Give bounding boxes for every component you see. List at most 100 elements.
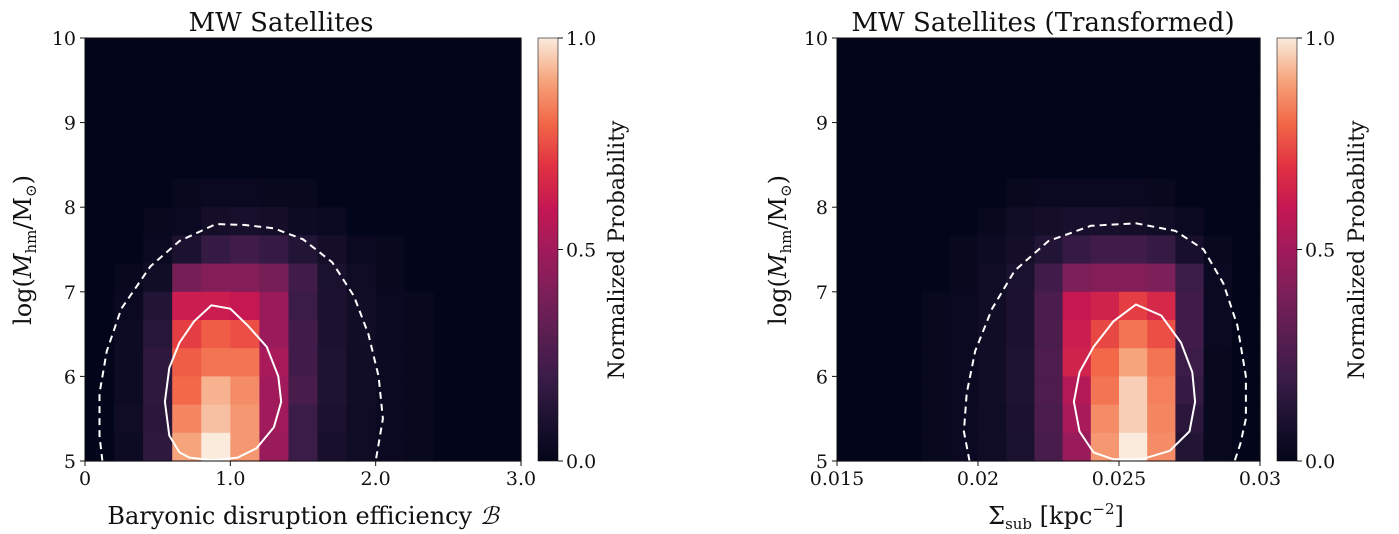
heatmap-cell (1006, 235, 1035, 265)
heatmap-cell (259, 376, 290, 406)
heatmap-cell (949, 263, 979, 293)
heatmap-cell (1034, 432, 1064, 462)
x-tick-label: 1.0 (215, 468, 245, 490)
heatmap-cell (491, 122, 522, 152)
heatmap-cell (491, 94, 522, 124)
heatmap-cell (949, 320, 979, 349)
heatmap-cell (1231, 235, 1261, 265)
heatmap-cell (1062, 432, 1092, 462)
heatmap-cell (172, 376, 202, 406)
y-tick-label: 10 (52, 28, 76, 50)
heatmap-cell (114, 66, 144, 95)
y-tick-label: 7 (816, 282, 828, 304)
heatmap-cell (1034, 291, 1064, 321)
heatmap-cell (1006, 376, 1035, 406)
heatmap-cell (1147, 348, 1176, 377)
heatmap-cell (143, 207, 173, 236)
heatmap-cell (1203, 179, 1233, 208)
heatmap-cell (1062, 179, 1092, 208)
heatmap-cell (1203, 38, 1233, 67)
heatmap-cell (433, 235, 464, 265)
heatmap-cell (837, 94, 866, 124)
contour-outer-dashed (98, 223, 384, 462)
heatmap-cell (404, 235, 435, 265)
heatmap-cell (114, 432, 144, 462)
heatmap-cell (317, 179, 348, 208)
heatmap-cell (317, 122, 348, 152)
heatmap-cell (114, 179, 144, 208)
panel-2: MW Satellites (Transformed) 0.015 0.02 0.0… (764, 8, 1370, 533)
heatmap-cell (288, 207, 319, 236)
heatmap-cell (1231, 291, 1261, 321)
heatmap-cell (433, 179, 464, 208)
heatmap-cell (1090, 179, 1120, 208)
heatmap-cell (143, 291, 173, 321)
heatmap-cell (1062, 235, 1092, 265)
heatmap-cell (462, 432, 493, 462)
heatmap-cell (1203, 235, 1233, 265)
heatmap-cell (949, 38, 979, 67)
heatmap-cell (837, 291, 866, 321)
y-tick-label: 8 (816, 197, 828, 219)
heatmap-cell (865, 291, 894, 321)
heatmap-cell (404, 376, 435, 406)
heatmap-cell (346, 150, 377, 180)
heatmap-cell (921, 432, 951, 462)
heatmap-cell (201, 94, 231, 124)
heatmap-cell (949, 150, 979, 180)
panel-1-x-axis: 0 1.0 2.0 3.0 (79, 461, 536, 490)
x-tick-label: 0.03 (1239, 468, 1281, 490)
heatmap-cell (921, 207, 951, 236)
heatmap-cell (172, 207, 202, 236)
heatmap-cell (143, 150, 173, 180)
heatmap-cell (865, 179, 894, 208)
heatmap-cell (230, 291, 260, 321)
heatmap-cell (85, 263, 115, 293)
x-tick-label: 0.025 (1092, 468, 1146, 490)
heatmap-cell (201, 66, 231, 95)
heatmap-cell (114, 94, 144, 124)
heatmap-cell (1006, 348, 1035, 377)
heatmap-cell (404, 207, 435, 236)
heatmap-cell (462, 122, 493, 152)
heatmap-cell (837, 38, 866, 67)
heatmap-cell (172, 94, 202, 124)
heatmap-cell (404, 66, 435, 95)
panel-2-x-axis: 0.015 0.02 0.025 0.03 (810, 461, 1281, 490)
heatmap-cell (201, 432, 231, 462)
heatmap-cell (921, 38, 951, 67)
heatmap-cell (1062, 94, 1092, 124)
heatmap-cell (1119, 235, 1148, 265)
heatmap-cell (978, 263, 1007, 293)
heatmap-cell (978, 207, 1007, 236)
heatmap-cell (114, 376, 144, 406)
panel-1-colorbar (537, 37, 559, 462)
colorbar-tick-label: 1.0 (1305, 28, 1335, 50)
heatmap-cell (1175, 320, 1205, 349)
heatmap-cell (375, 320, 406, 349)
heatmap-cell (1062, 122, 1092, 152)
heatmap-cell (85, 94, 115, 124)
heatmap-cell (893, 122, 923, 152)
heatmap-cell (462, 179, 493, 208)
heatmap-cell (375, 150, 406, 180)
heatmap-cell (317, 291, 348, 321)
heatmap-cell (1203, 291, 1233, 321)
heatmap-cell (921, 94, 951, 124)
heatmap-cell (1203, 320, 1233, 349)
heatmap-cell (491, 404, 522, 434)
heatmap-cell (893, 404, 923, 434)
heatmap-cell (1203, 376, 1233, 406)
heatmap-cell (837, 376, 866, 406)
heatmap-cell (172, 404, 202, 434)
x-tick-label: 0 (79, 468, 91, 490)
heatmap-cell (404, 94, 435, 124)
heatmap-cell (1062, 320, 1092, 349)
x-tick-label: 3.0 (506, 468, 536, 490)
heatmap-cell (143, 432, 173, 462)
heatmap-cell (1090, 207, 1120, 236)
heatmap-cell (978, 94, 1007, 124)
heatmap-cell (491, 348, 522, 377)
heatmap-cell (1090, 94, 1120, 124)
heatmap-cell (433, 348, 464, 377)
